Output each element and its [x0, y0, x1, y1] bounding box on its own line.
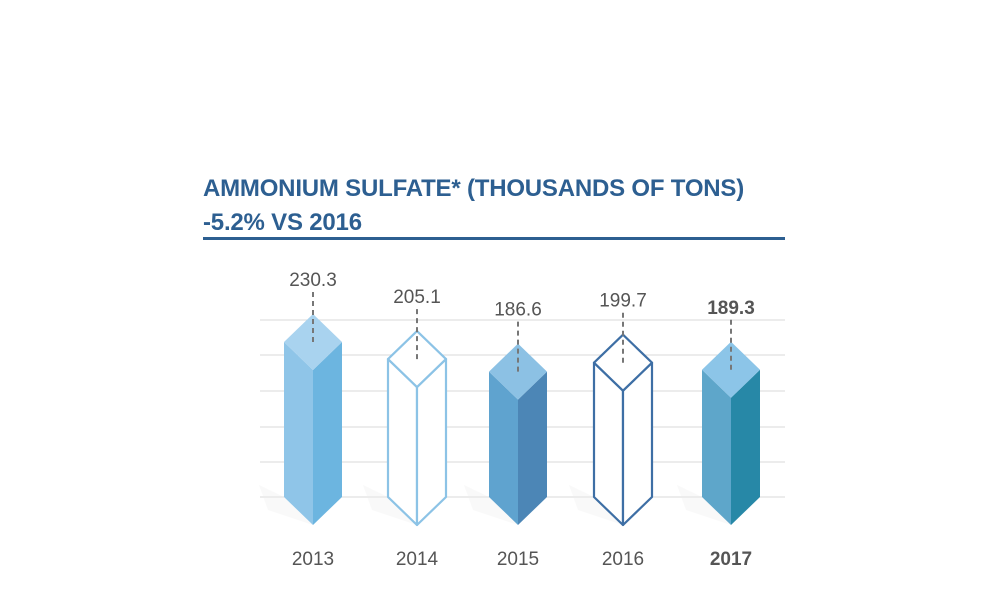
bar-left-face	[284, 341, 313, 525]
bar-shadow	[259, 485, 313, 525]
chart-labels: 230.3 2013 205.1 2014 186.6 2015 199.7 2016 189.…	[289, 270, 755, 570]
title-underline	[203, 237, 785, 240]
bar-shadow	[464, 485, 518, 525]
bar-shadow	[569, 485, 623, 525]
bar-left-face	[489, 371, 518, 525]
bar-2017	[677, 319, 760, 525]
bar-right-face	[518, 371, 547, 525]
value-label: 199.7	[599, 291, 647, 312]
bar-2016	[569, 312, 654, 527]
chart-title-block: AMMONIUM SULFATE* (THOUSANDS OF TONS) -5…	[203, 172, 785, 240]
category-label: 2015	[497, 549, 539, 570]
value-label: 189.3	[707, 298, 755, 319]
bar-shadow	[677, 485, 731, 525]
bar-shadow	[363, 485, 417, 525]
category-label: 2016	[602, 549, 644, 570]
bar-2013	[259, 291, 342, 525]
chart-subtitle: -5.2% VS 2016	[203, 209, 362, 236]
bar-2015	[464, 321, 547, 525]
bar-left-face	[702, 369, 731, 525]
chart-title: AMMONIUM SULFATE* (THOUSANDS OF TONS)	[203, 175, 745, 202]
category-label: 2017	[710, 549, 752, 570]
value-label: 186.6	[494, 300, 542, 321]
value-label: 230.3	[289, 270, 337, 291]
category-label: 2014	[396, 549, 439, 570]
bars	[259, 291, 760, 527]
value-label: 205.1	[393, 287, 441, 308]
bar-2014	[363, 309, 448, 527]
category-label: 2013	[292, 549, 334, 570]
bar-right-face	[313, 341, 342, 525]
bar-right-face	[731, 369, 760, 525]
